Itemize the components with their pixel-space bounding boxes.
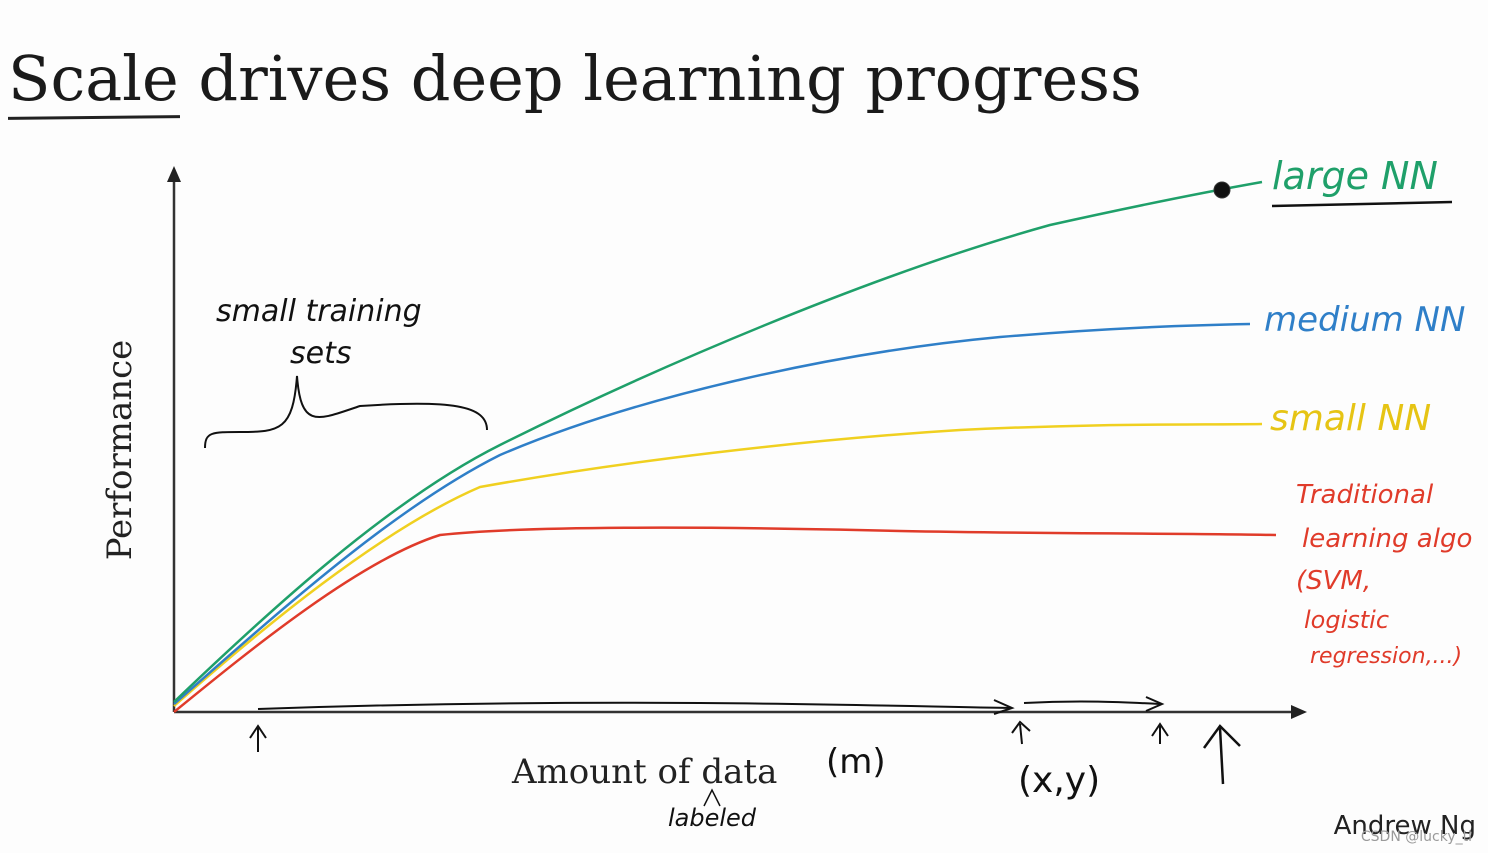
- x-axis-label: Amount of data: [512, 752, 778, 792]
- up-arrow-right-small: [1151, 722, 1169, 744]
- up-arrow-right-large: [1202, 724, 1241, 785]
- label-traditional-3: (SVM,: [1296, 566, 1372, 596]
- curve-large-nn: [173, 180, 1263, 703]
- label-small-nn: small NN: [1270, 398, 1432, 439]
- y-axis-arrowhead: [167, 166, 181, 182]
- annotation-sets: sets: [290, 336, 352, 371]
- large-nn-label-underline: [1271, 200, 1453, 208]
- data-range-arrow-2: [1023, 700, 1161, 705]
- up-arrow-left: [249, 724, 267, 752]
- annotation-xy: (x,y): [1018, 760, 1101, 801]
- curve-small-nn: [173, 422, 1263, 707]
- small-training-brace: [204, 375, 488, 449]
- annotation-m: (m): [826, 742, 886, 782]
- large-nn-endpoint-dot: [1213, 181, 1231, 199]
- label-traditional-2: learning algo: [1302, 524, 1473, 554]
- label-traditional-5: regression,...): [1310, 644, 1463, 669]
- watermark: CSDN @lucky_tl: [1360, 829, 1472, 845]
- label-medium-nn: medium NN: [1264, 300, 1466, 340]
- annotation-small-training: small training: [216, 294, 422, 329]
- data-range-arrowhead-2: [1145, 696, 1165, 712]
- data-range-arrowhead-1: [993, 699, 1015, 715]
- curve-medium-nn: [173, 322, 1251, 705]
- author-credit: Andrew Ng: [1333, 811, 1476, 841]
- up-arrow-mid: [1011, 720, 1031, 745]
- slide-title: Scale drives deep learning progress: [8, 42, 1142, 115]
- x-axis-arrowhead: [1291, 705, 1307, 719]
- labeled-caret: [703, 788, 721, 807]
- annotation-labeled: labeled: [668, 804, 757, 832]
- label-traditional-4: logistic: [1304, 606, 1390, 634]
- curve-traditional: [173, 526, 1277, 713]
- data-range-arrow: [257, 701, 1013, 710]
- label-traditional-1: Traditional: [1296, 480, 1434, 510]
- y-axis-label: Performance: [100, 339, 140, 561]
- label-large-nn: large NN: [1272, 154, 1438, 198]
